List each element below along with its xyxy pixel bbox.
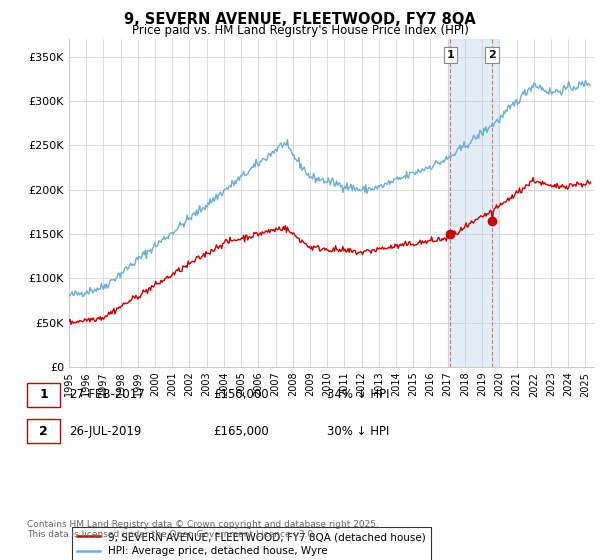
Text: Price paid vs. HM Land Registry's House Price Index (HPI): Price paid vs. HM Land Registry's House … <box>131 24 469 37</box>
Text: 26-JUL-2019: 26-JUL-2019 <box>69 424 142 438</box>
Text: 2: 2 <box>488 50 496 60</box>
Text: 1: 1 <box>446 50 454 60</box>
Text: Contains HM Land Registry data © Crown copyright and database right 2025.
This d: Contains HM Land Registry data © Crown c… <box>27 520 379 539</box>
Bar <box>448 39 497 367</box>
Text: 30% ↓ HPI: 30% ↓ HPI <box>327 424 389 438</box>
Text: £150,000: £150,000 <box>213 388 269 402</box>
Text: 9, SEVERN AVENUE, FLEETWOOD, FY7 8QA: 9, SEVERN AVENUE, FLEETWOOD, FY7 8QA <box>124 12 476 27</box>
Legend: 9, SEVERN AVENUE, FLEETWOOD, FY7 8QA (detached house), HPI: Average price, detac: 9, SEVERN AVENUE, FLEETWOOD, FY7 8QA (de… <box>71 527 431 560</box>
Text: 2: 2 <box>39 424 48 438</box>
Text: 34% ↓ HPI: 34% ↓ HPI <box>327 388 389 402</box>
Text: 1: 1 <box>39 388 48 402</box>
Text: £165,000: £165,000 <box>213 424 269 438</box>
Text: 27-FEB-2017: 27-FEB-2017 <box>69 388 145 402</box>
